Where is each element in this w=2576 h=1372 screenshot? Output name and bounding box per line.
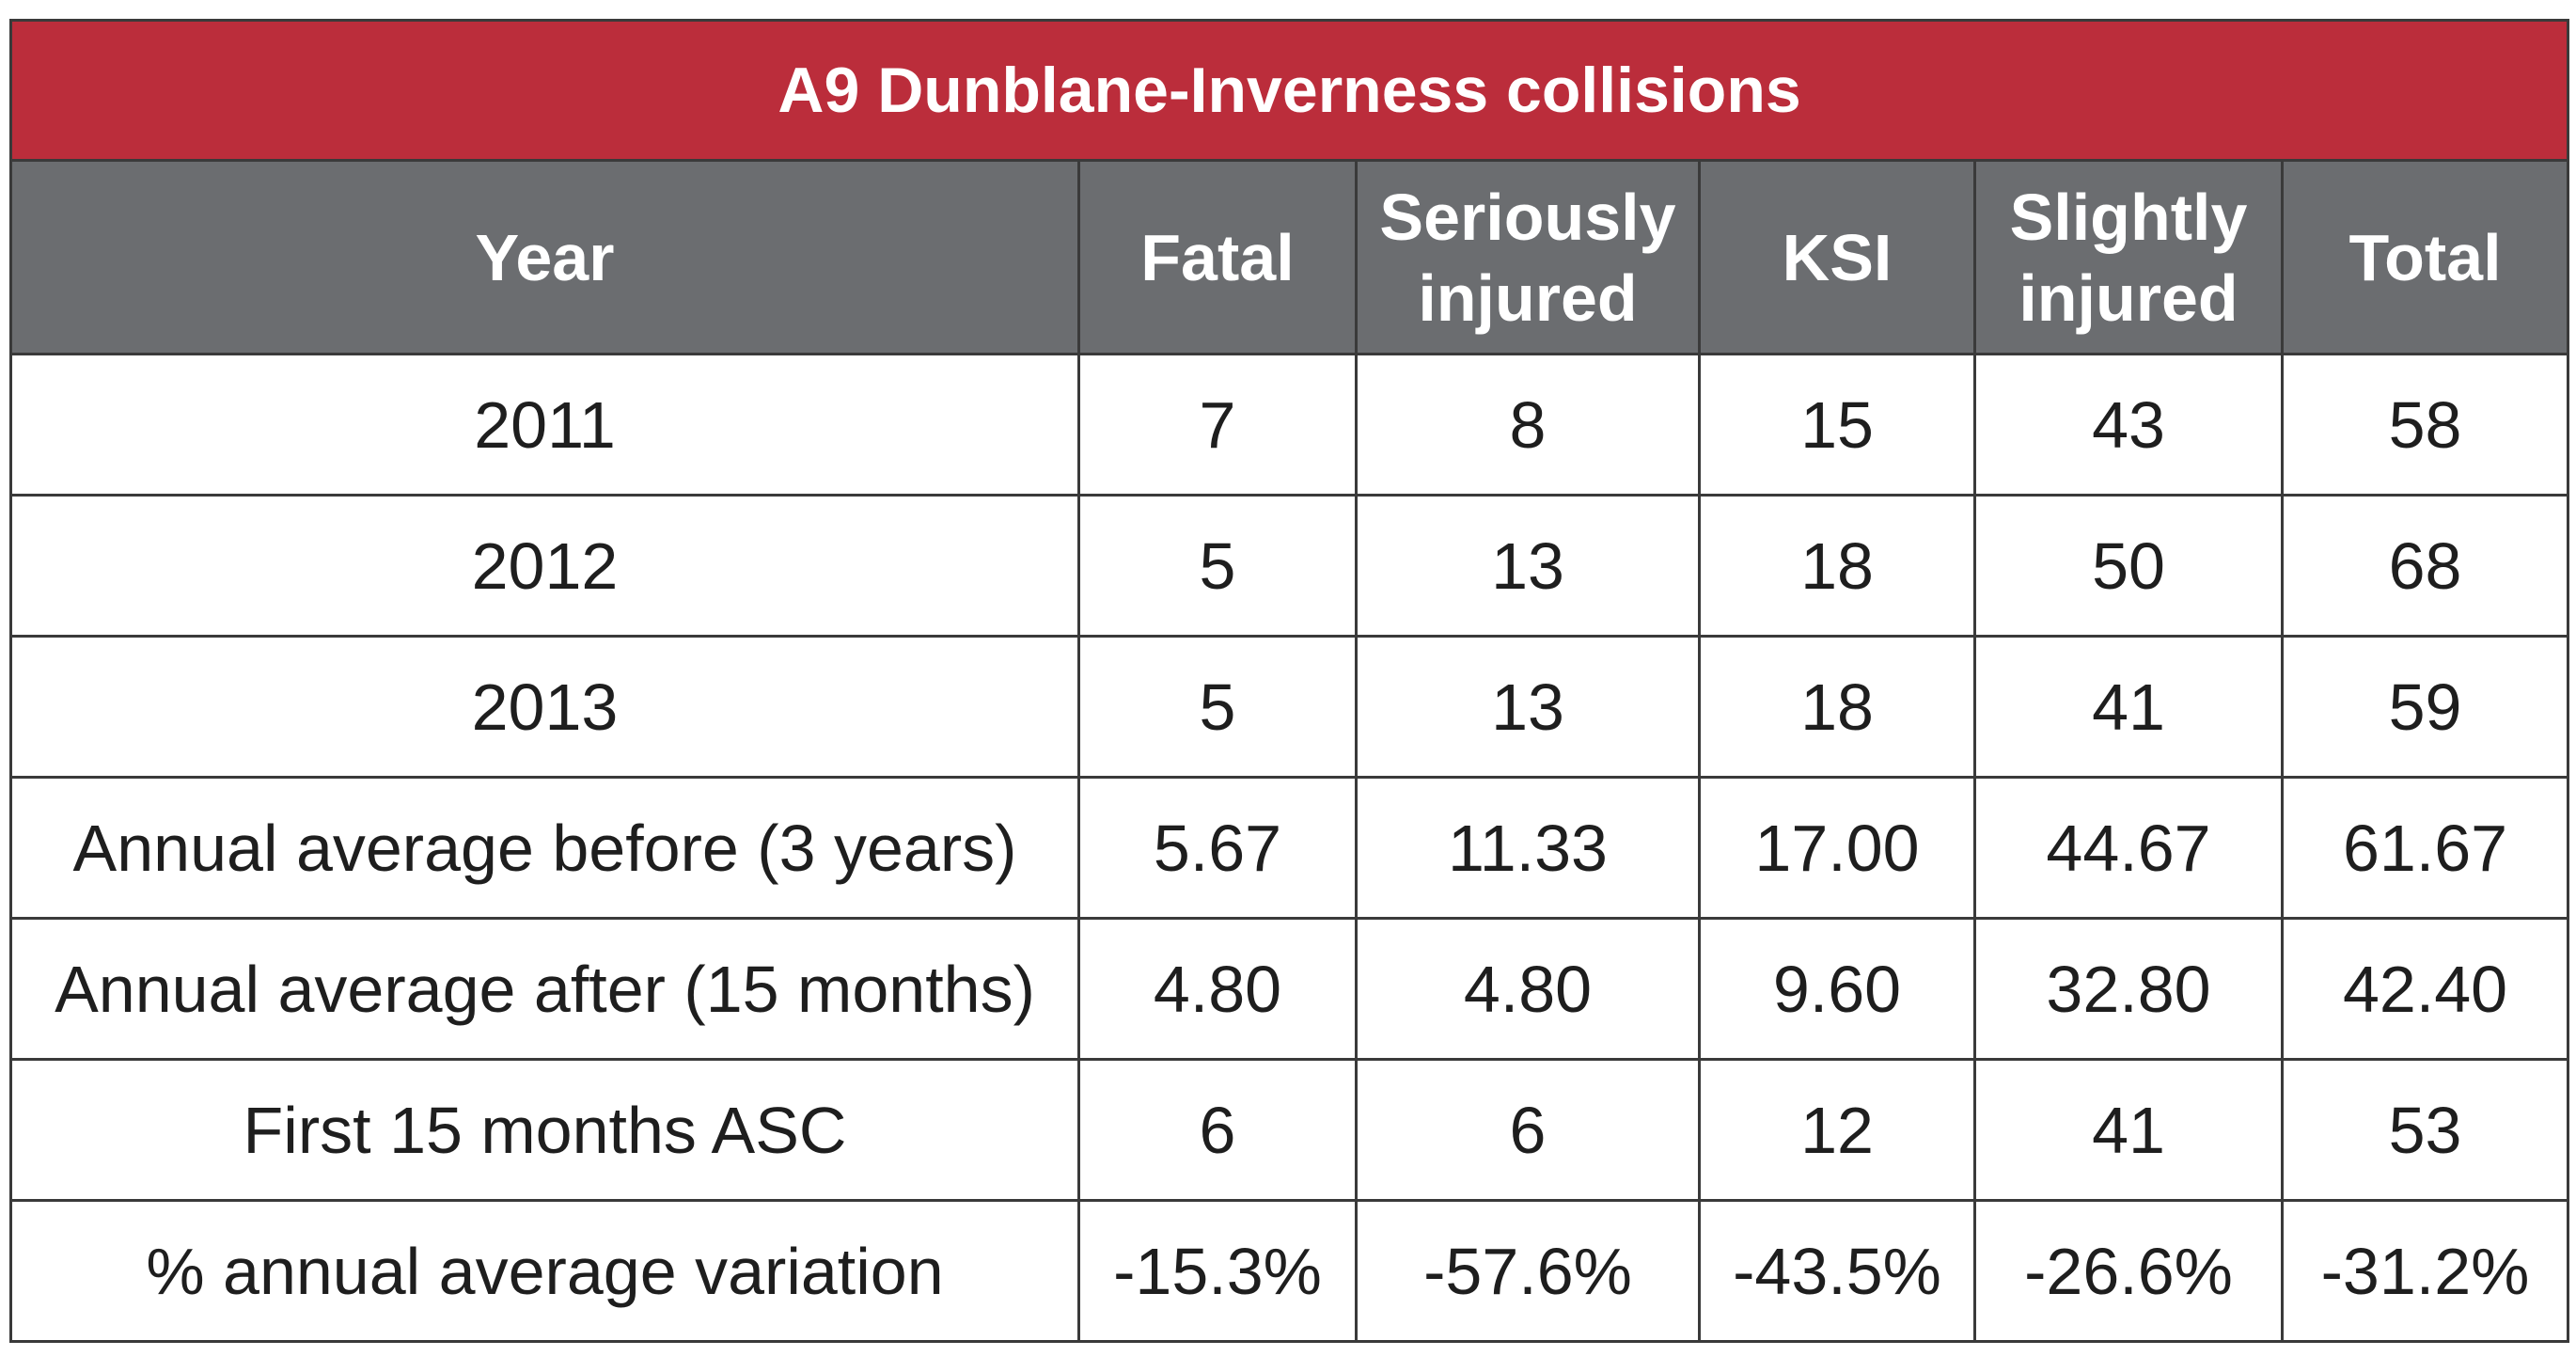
fatal-cell: 4.80 bbox=[1077, 917, 1358, 1061]
seriously-injured-cell: 11.33 bbox=[1355, 776, 1701, 920]
table-row: Annual average before (3 years) 5.67 11.… bbox=[9, 776, 2570, 920]
title-row: A9 Dunblane-Inverness collisions bbox=[8, 19, 2570, 162]
table-row: 2011 7 8 15 43 58 bbox=[9, 353, 2570, 497]
total-cell: 59 bbox=[2280, 635, 2570, 779]
column-header-fatal: Fatal bbox=[1077, 159, 1358, 355]
ksi-cell: 18 bbox=[1698, 635, 1976, 779]
fatal-cell: -15.3% bbox=[1077, 1199, 1358, 1343]
table-title: A9 Dunblane-Inverness collisions bbox=[8, 19, 2570, 162]
ksi-cell: 17.00 bbox=[1698, 776, 1976, 920]
slightly-injured-cell: 41 bbox=[1973, 635, 2284, 779]
fatal-cell: 7 bbox=[1077, 353, 1358, 497]
table-row: % annual average variation -15.3% -57.6%… bbox=[9, 1199, 2570, 1343]
slightly-injured-cell: -26.6% bbox=[1973, 1199, 2284, 1343]
column-header-ksi: KSI bbox=[1698, 159, 1976, 355]
row-label: 2013 bbox=[9, 635, 1080, 779]
slightly-injured-cell: 44.67 bbox=[1973, 776, 2284, 920]
ksi-cell: 15 bbox=[1698, 353, 1976, 497]
seriously-injured-cell: 4.80 bbox=[1355, 917, 1701, 1061]
seriously-injured-cell: 13 bbox=[1355, 494, 1701, 638]
total-cell: 53 bbox=[2280, 1058, 2570, 1202]
table-row: Annual average after (15 months) 4.80 4.… bbox=[9, 917, 2570, 1061]
column-header-total: Total bbox=[2280, 159, 2570, 355]
collisions-table-container: A9 Dunblane-Inverness collisions Year Fa… bbox=[8, 19, 2570, 1343]
row-label: Annual average before (3 years) bbox=[9, 776, 1080, 920]
fatal-cell: 5 bbox=[1077, 494, 1358, 638]
row-label: 2012 bbox=[9, 494, 1080, 638]
total-cell: 58 bbox=[2280, 353, 2570, 497]
seriously-injured-cell: -57.6% bbox=[1355, 1199, 1701, 1343]
fatal-cell: 6 bbox=[1077, 1058, 1358, 1202]
column-header-slightly-injured: Slightly injured bbox=[1973, 159, 2284, 355]
ksi-cell: -43.5% bbox=[1698, 1199, 1976, 1343]
fatal-cell: 5 bbox=[1077, 635, 1358, 779]
ksi-cell: 12 bbox=[1698, 1058, 1976, 1202]
fatal-cell: 5.67 bbox=[1077, 776, 1358, 920]
row-label: First 15 months ASC bbox=[9, 1058, 1080, 1202]
table-row: 2012 5 13 18 50 68 bbox=[9, 494, 2570, 638]
total-cell: -31.2% bbox=[2280, 1199, 2570, 1343]
slightly-injured-cell: 50 bbox=[1973, 494, 2284, 638]
header-row: Year Fatal Seriously injured KSI Slightl… bbox=[9, 159, 2570, 355]
slightly-injured-cell: 43 bbox=[1973, 353, 2284, 497]
slightly-injured-cell: 32.80 bbox=[1973, 917, 2284, 1061]
total-cell: 42.40 bbox=[2280, 917, 2570, 1061]
table-row: 2013 5 13 18 41 59 bbox=[9, 635, 2570, 779]
table-row: First 15 months ASC 6 6 12 41 53 bbox=[9, 1058, 2570, 1202]
slightly-injured-cell: 41 bbox=[1973, 1058, 2284, 1202]
row-label: 2011 bbox=[9, 353, 1080, 497]
seriously-injured-cell: 8 bbox=[1355, 353, 1701, 497]
ksi-cell: 18 bbox=[1698, 494, 1976, 638]
column-header-year: Year bbox=[9, 159, 1080, 355]
total-cell: 68 bbox=[2280, 494, 2570, 638]
row-label: % annual average variation bbox=[9, 1199, 1080, 1343]
seriously-injured-cell: 13 bbox=[1355, 635, 1701, 779]
column-header-seriously-injured: Seriously injured bbox=[1355, 159, 1701, 355]
ksi-cell: 9.60 bbox=[1698, 917, 1976, 1061]
collisions-table: A9 Dunblane-Inverness collisions Year Fa… bbox=[8, 19, 2570, 1343]
seriously-injured-cell: 6 bbox=[1355, 1058, 1701, 1202]
row-label: Annual average after (15 months) bbox=[9, 917, 1080, 1061]
total-cell: 61.67 bbox=[2280, 776, 2570, 920]
